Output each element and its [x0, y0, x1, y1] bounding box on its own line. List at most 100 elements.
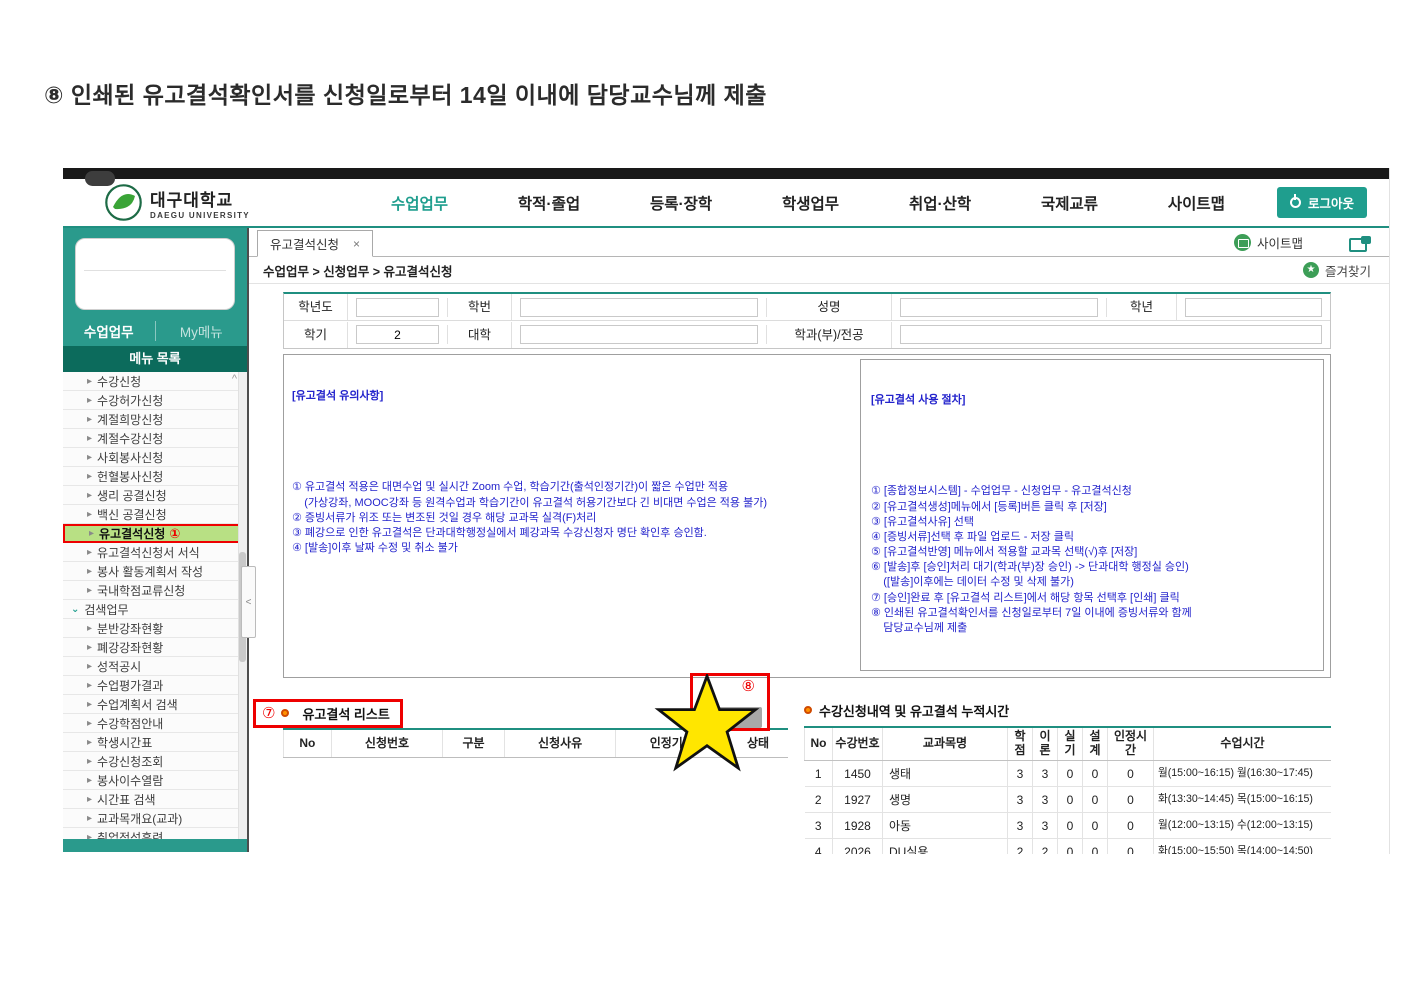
- year-input[interactable]: [356, 297, 439, 317]
- sidebar-menu-item[interactable]: ▸ 백신 공결신청: [63, 505, 247, 524]
- absence-list-column-header: 구분: [442, 729, 505, 758]
- sidebar-menu-item[interactable]: ▸ 국내학점교류신청: [63, 581, 247, 600]
- sidebar-menu-item[interactable]: ▸ 학생시간표: [63, 733, 247, 752]
- course-code: 2026: [832, 838, 883, 854]
- page-title: ⑧ 인쇄된 유고결석확인서를 신청일로부터 14일 이내에 담당교수님께 제출: [44, 82, 767, 108]
- notice-line: ([발송]이후에는 데이터 수정 및 삭제 불가): [871, 576, 1074, 589]
- sidebar-menu-item[interactable]: ▸ 계절희망신청: [63, 410, 247, 429]
- sidebar-menu-item[interactable]: ▸ 분반강좌현황: [63, 619, 247, 638]
- absence-list-header-row: No 신청번호 구분 신청사유 인정기간 상태: [283, 729, 788, 758]
- logout-label: 로그아웃: [1307, 197, 1354, 211]
- top-nav-item[interactable]: 학생업무: [782, 195, 840, 213]
- sidebar-menu-item[interactable]: ▸ 수강허가신청: [63, 391, 247, 410]
- course-practice: 0: [1057, 786, 1083, 814]
- sidebar-menu-item[interactable]: ▸ 생리 공결신청: [63, 486, 247, 505]
- student-no-input[interactable]: [520, 297, 758, 317]
- absence-list-column-header: 신청번호: [330, 729, 443, 758]
- top-nav-item[interactable]: 등록·장학: [649, 195, 713, 213]
- sidebar-menu-item[interactable]: ▸ 수강학점안내: [63, 714, 247, 733]
- profile-box: [75, 238, 235, 310]
- sidebar-menu-item[interactable]: ▸ 수업평가결과: [63, 676, 247, 695]
- course-summary-column-header: 이론: [1032, 727, 1058, 762]
- sitemap-label: 사이트맵: [1256, 237, 1303, 251]
- sidebar-item-label: 시간표 검색: [97, 792, 156, 807]
- top-navigation: 수업업무 학적·졸업 등록·장학 학생업무 취업·산학 국제교류 사이트맵: [391, 192, 1225, 214]
- sitemap-icon: [1233, 234, 1251, 251]
- sidebar-menu-item[interactable]: ▸ 헌혈봉사신청: [63, 467, 247, 486]
- sidebar-menu-item[interactable]: ⌄ 검색업무: [63, 600, 247, 619]
- sidebar-menu-item[interactable]: ▸ 교과목개요(교과): [63, 809, 247, 828]
- external-window-icon[interactable]: [1349, 235, 1371, 252]
- sidebar-tabs: 수업업무 My메뉴: [63, 316, 247, 346]
- course-row[interactable]: 2 1927 생명 3 3 0 0 0 화(13:30~14:45) 목(15:: [804, 786, 1331, 814]
- course-theory: 2: [1032, 838, 1058, 854]
- sidebar-menu-item[interactable]: ▸ 봉사 활동계획서 작성: [63, 562, 247, 581]
- sidebar-item-label: 수업평가결과: [97, 678, 164, 693]
- sidebar-menu-item[interactable]: ▸ 수강신청: [63, 372, 247, 391]
- notice-line: 담당교수님께 제출: [871, 621, 968, 634]
- sidebar-menu-item[interactable]: ▸ 취업적성훈련: [63, 828, 247, 839]
- term-input[interactable]: [356, 325, 439, 344]
- sidebar-menu-item[interactable]: ▸ 봉사이수열람: [63, 771, 247, 790]
- course-time: 화(13:30~14:45) 목(15:00~16:15): [1153, 786, 1331, 814]
- course-name: 생명: [882, 786, 1008, 814]
- menu-arrow-icon: ⌄: [71, 603, 80, 615]
- favorite-label: 즐겨찾기: [1324, 264, 1371, 279]
- tab-close-icon[interactable]: ×: [353, 236, 361, 251]
- sidebar-menu-item[interactable]: ▸ 시간표 검색: [63, 790, 247, 809]
- course-code: 1927: [832, 786, 883, 814]
- notice-line: ② 증빙서류가 위조 또는 변조된 것일 경우 해당 교과목 실격(F)처리: [292, 511, 597, 524]
- top-nav-item[interactable]: 학적·졸업: [517, 195, 581, 213]
- course-row[interactable]: 3 1928 아동 3 3 0 0 0 월(12:00~13:15) 수(12:: [804, 812, 1331, 840]
- sidebar-item-label: 계절희망신청: [97, 412, 164, 427]
- sidebar-menu-item[interactable]: ▸ 성적공시: [63, 657, 247, 676]
- sidebar-menu-item[interactable]: ▸ 폐강강좌현황: [63, 638, 247, 657]
- menu-arrow-icon: ▸: [87, 698, 93, 710]
- grade-input[interactable]: [1185, 297, 1322, 317]
- sidebar-menu-item[interactable]: ▸ 사회봉사신청: [63, 448, 247, 467]
- name-input[interactable]: [900, 297, 1098, 317]
- notice-procedure: [유고결석 사용 절차] ① [종합정보시스템] - 수업업무 - 신청업무 -…: [860, 359, 1324, 672]
- logout-button[interactable]: 로그아웃: [1276, 187, 1367, 218]
- course-time: 월(15:00~16:15) 월(16:30~17:45): [1153, 760, 1331, 788]
- scroll-up-icon[interactable]: ^: [231, 373, 237, 385]
- top-nav-item[interactable]: 수업업무: [391, 195, 449, 213]
- top-nav-item[interactable]: 취업·산학: [908, 195, 972, 213]
- sitemap-link[interactable]: 사이트맵: [1233, 233, 1303, 252]
- sidebar-menu-item[interactable]: ▸ 유고결석신청서 서식: [63, 543, 247, 562]
- favorite-button[interactable]: ★ 즐겨찾기: [1302, 261, 1371, 280]
- course-no: 4: [804, 838, 833, 854]
- sidebar: 수업업무 My메뉴 메뉴 목록 ^ ▸ 수강신청 ▸: [63, 228, 249, 852]
- menu-arrow-icon: ▸: [87, 470, 93, 482]
- sidebar-tab-mymenu[interactable]: My메뉴: [179, 325, 223, 340]
- student-info-form: 학년도 학번 성명 학년 학기 대학 학과(부)/전공: [283, 292, 1331, 349]
- top-nav-item[interactable]: 사이트맵: [1167, 195, 1225, 213]
- sidebar-menu-item[interactable]: ▸ 유고결석신청 ①: [63, 524, 247, 543]
- notice-box: [유고결석 유의사항] ① 유고결석 적용은 대면수업 및 실시간 Zoom 수…: [283, 354, 1331, 679]
- course-time: 화(15:00~15:50) 목(14:00~14:50): [1153, 838, 1331, 854]
- absence-list-column-header: 신청사유: [503, 729, 616, 758]
- college-label: 대학: [448, 321, 512, 348]
- course-recognized-hours: 0: [1107, 786, 1154, 814]
- dept-label: 학과(부)/전공: [767, 321, 892, 348]
- menu-arrow-icon: ▸: [87, 774, 93, 786]
- top-nav-item[interactable]: 국제교류: [1041, 195, 1099, 213]
- sidebar-menu-item[interactable]: ▸ 계절수강신청: [63, 429, 247, 448]
- dept-input[interactable]: [900, 325, 1322, 344]
- sidebar-item-label: 유고결석신청서 서식: [97, 545, 200, 560]
- sidebar-menu-item[interactable]: ▸ 수업계획서 검색: [63, 695, 247, 714]
- sidebar-collapse-handle[interactable]: <: [241, 566, 256, 638]
- window-handle: [85, 171, 115, 186]
- sidebar-tab-lecture[interactable]: 수업업무: [63, 321, 156, 341]
- sidebar-menu-item[interactable]: ▸ 수강신청조회: [63, 752, 247, 771]
- course-row[interactable]: 1 1450 생태 3 3 0 0 0 월(15:00~16:15) 월(16:: [804, 760, 1331, 788]
- notice-line: ⑥ [발송]후 [승인]처리 대기(학과(부)장 승인) -> 단과대학 행정실…: [871, 561, 1189, 574]
- notice-line: ④ [증빙서류]선택 후 파일 업로드 - 저장 클릭: [871, 530, 1074, 543]
- menu-arrow-icon: ▸: [87, 641, 93, 653]
- sidebar-menu-list: ^ ▸ 수강신청 ▸ 수강허가신청: [63, 372, 247, 839]
- course-name: 생태: [882, 760, 1008, 788]
- college-input[interactable]: [520, 325, 758, 344]
- course-recognized-hours: 0: [1107, 812, 1154, 840]
- course-row[interactable]: 4 2026 DU실용 2 2 0 0 0 화(15:00~15:50) 목(1: [804, 838, 1331, 854]
- tab-absence-request[interactable]: 유고결석신청 ×: [257, 230, 374, 257]
